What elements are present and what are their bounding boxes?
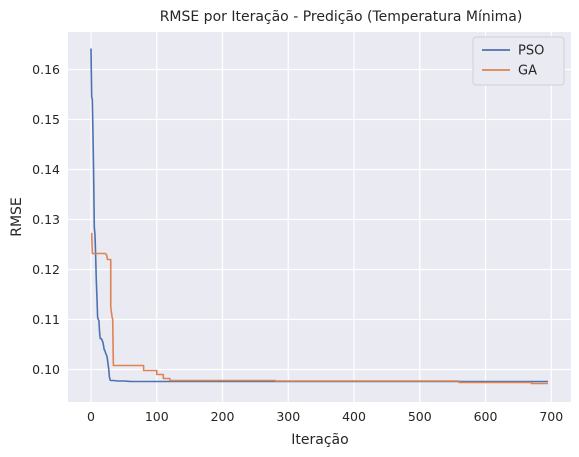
y-tick-label: 0.13 (32, 212, 60, 227)
x-axis-title: Iteração (291, 432, 348, 448)
x-tick-label: 200 (211, 409, 235, 424)
y-axis-title: RMSE (9, 197, 25, 237)
x-tick-label: 0 (87, 409, 95, 424)
x-tick-label: 300 (276, 409, 300, 424)
y-tick-label: 0.16 (32, 62, 60, 77)
x-tick-label: 400 (342, 409, 366, 424)
y-tick-label: 0.10 (32, 362, 60, 377)
legend-label-pso: PSO (518, 44, 544, 59)
y-tick-label: 0.11 (32, 312, 60, 327)
x-tick-label: 100 (145, 409, 169, 424)
x-tick-label: 700 (539, 409, 563, 424)
y-tick-labels: 0.10 0.11 0.12 0.13 0.14 0.15 0.16 (32, 62, 60, 377)
x-tick-label: 500 (408, 409, 432, 424)
grid-lines (68, 32, 571, 402)
y-tick-label: 0.12 (32, 262, 60, 277)
chart-title: RMSE por Iteração - Predição (Temperatur… (160, 9, 523, 25)
series-line-ga (90, 232, 548, 385)
legend: PSO GA (472, 36, 565, 86)
legend-label-ga: GA (518, 64, 537, 79)
legend-box (472, 36, 565, 86)
series-lines (90, 48, 548, 385)
y-tick-label: 0.14 (32, 162, 60, 177)
series-line-pso (90, 48, 548, 383)
x-tick-labels: 0 100 200 300 400 500 600 700 (87, 409, 563, 424)
plot-area (68, 32, 571, 402)
x-tick-label: 600 (474, 409, 498, 424)
y-tick-label: 0.15 (32, 112, 60, 127)
